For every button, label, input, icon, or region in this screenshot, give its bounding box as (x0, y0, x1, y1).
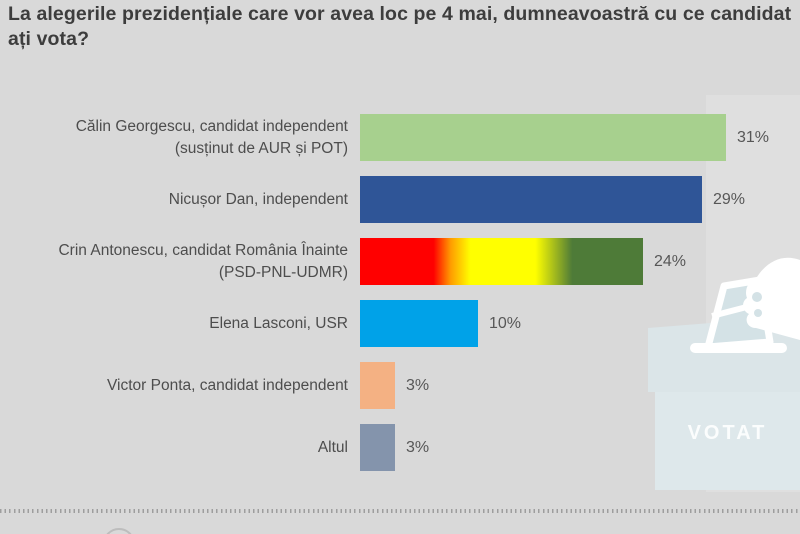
bar-label-line2: (susținut de AUR și POT) (174, 139, 348, 157)
bar-label: Călin Georgescu, candidat independent (s… (0, 114, 348, 161)
bar-label-line1: Altul (317, 438, 348, 456)
bar (360, 238, 643, 285)
value-label: 3% (406, 377, 430, 394)
hand-icon (743, 257, 800, 340)
ballot-box-icon (648, 257, 800, 490)
bar-label-line1: Călin Georgescu, candidat independent (75, 118, 348, 136)
ballot-box-illustration: VOTAT (630, 240, 800, 492)
bar-label: Elena Lasconi, USR (0, 300, 348, 347)
value-label: 10% (489, 315, 522, 332)
value-label: 3% (406, 439, 430, 456)
bar-label: Nicușor Dan, independent (0, 176, 348, 223)
bar-label: Altul (0, 424, 348, 471)
dotted-separator (0, 509, 800, 513)
bar-label-line1: Victor Ponta, candidat independent (106, 376, 348, 394)
chart-row: Călin Georgescu, candidat independent (s… (0, 114, 800, 161)
value-label: 31% (737, 129, 770, 146)
bar (360, 424, 395, 471)
bar-label-line2: (PSD-PNL-UDMR) (218, 263, 348, 281)
ballot-slot (690, 343, 787, 353)
bar-label-line1: Nicușor Dan, independent (168, 190, 348, 208)
chart-row: Nicușor Dan, independent 29% (0, 176, 800, 223)
bar (360, 300, 478, 347)
bar-label-line1: Elena Lasconi, USR (209, 314, 348, 332)
bar (360, 176, 702, 223)
page-title: La alegerile prezidențiale care vor avea… (8, 3, 792, 51)
bar (360, 362, 395, 409)
bar-label-line1: Crin Antonescu, candidat România Înainte (58, 242, 348, 260)
value-label: 24% (654, 253, 687, 270)
chart-row: Victor Ponta, candidat independent 3% (0, 362, 800, 409)
chart-row: Elena Lasconi, USR 10% (0, 300, 800, 347)
chart-row: Crin Antonescu, candidat România Înainte… (0, 238, 800, 285)
bar (360, 114, 726, 161)
chart-row: Altul 3% (0, 424, 800, 471)
bar-label: Victor Ponta, candidat independent (0, 362, 348, 409)
ballot-box-body (655, 392, 800, 490)
value-label: 29% (713, 191, 746, 208)
votat-label: VOTAT (687, 422, 768, 444)
bar-label: Crin Antonescu, candidat România Înainte… (0, 238, 348, 285)
